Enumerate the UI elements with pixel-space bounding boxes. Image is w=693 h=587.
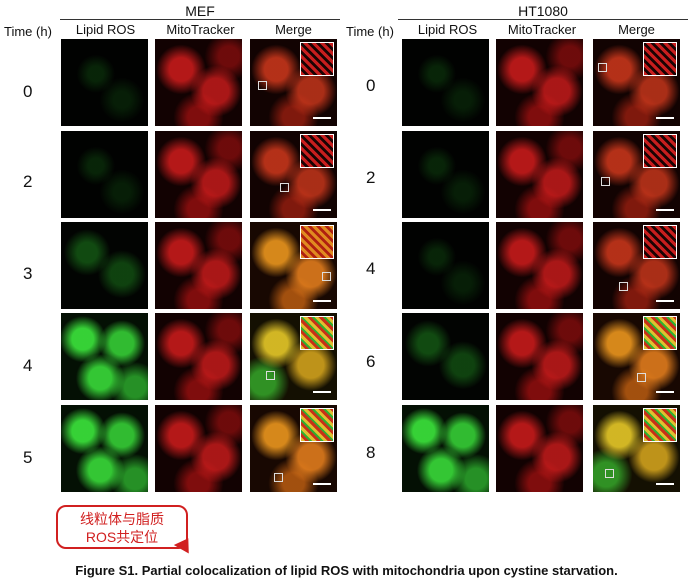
mef-mitotracker-2h <box>155 131 242 218</box>
ht1080-lipid-ros-4h <box>402 222 489 309</box>
mef-time-5: 5 <box>23 448 33 467</box>
zoom-inset <box>300 316 334 350</box>
scale-bar <box>656 117 674 119</box>
scale-bar <box>313 483 331 485</box>
zoom-inset <box>643 316 677 350</box>
ht1080-time-4: 4 <box>366 259 376 278</box>
roi-box <box>619 282 628 291</box>
scale-bar <box>313 209 331 211</box>
roi-box <box>598 63 607 72</box>
zoom-inset <box>300 225 334 259</box>
ht1080-merge-2h <box>593 131 680 218</box>
mef-merge-4h <box>250 313 337 400</box>
mef-time-4: 4 <box>23 356 33 375</box>
zoom-inset <box>643 134 677 168</box>
scale-bar <box>313 391 331 393</box>
mef-mitotracker-5h <box>155 405 242 492</box>
zoom-inset <box>300 134 334 168</box>
mef-lipid-ros-0h <box>61 39 148 126</box>
mef-merge-2h <box>250 131 337 218</box>
zoom-inset <box>643 408 677 442</box>
mef-title-rule <box>60 19 340 20</box>
scale-bar <box>656 483 674 485</box>
ht1080-mitotracker-6h <box>496 313 583 400</box>
ht1080-col-mitotracker: MitoTracker <box>507 22 577 37</box>
figure-caption: Figure S1. Partial colocalization of lip… <box>75 563 618 578</box>
ht1080-col-lipid-ros: Lipid ROS <box>417 22 478 37</box>
ht1080-lipid-ros-8h <box>402 405 489 492</box>
mef-merge-5h <box>250 405 337 492</box>
zoom-inset <box>300 408 334 442</box>
mef-col-mitotracker: MitoTracker <box>166 22 235 37</box>
roi-box <box>601 177 610 186</box>
mef-time-label: Time (h) <box>4 24 52 39</box>
roi-box <box>322 272 331 281</box>
roi-box <box>637 373 646 382</box>
ht1080-time-8: 8 <box>366 443 376 462</box>
mef-mitotracker-0h <box>155 39 242 126</box>
zoom-inset <box>300 42 334 76</box>
roi-box <box>605 469 614 478</box>
scale-bar <box>313 300 331 302</box>
zoom-inset <box>643 42 677 76</box>
ht1080-mitotracker-0h <box>496 39 583 126</box>
mef-lipid-ros-5h <box>61 405 148 492</box>
scale-bar <box>656 209 674 211</box>
mef-merge-3h <box>250 222 337 309</box>
callout-line-2: ROS共定位 <box>85 529 159 545</box>
ht1080-time-0: 0 <box>366 76 376 95</box>
ht1080-time-label: Time (h) <box>346 24 394 39</box>
ht1080-merge-6h <box>593 313 680 400</box>
zoom-inset <box>643 225 677 259</box>
mef-time-2: 2 <box>23 172 33 191</box>
mef-lipid-ros-3h <box>61 222 148 309</box>
scale-bar <box>656 391 674 393</box>
ht1080-lipid-ros-6h <box>402 313 489 400</box>
scale-bar <box>656 300 674 302</box>
mef-time-3: 3 <box>23 264 33 283</box>
mef-title: MEF <box>185 3 215 19</box>
ht1080-mitotracker-4h <box>496 222 583 309</box>
callout-line-1: 线粒体与脂质 <box>80 511 164 527</box>
mef-lipid-ros-2h <box>61 131 148 218</box>
ht1080-title: HT1080 <box>518 3 568 19</box>
ht1080-merge-4h <box>593 222 680 309</box>
ht1080-col-merge: Merge <box>618 22 655 37</box>
mef-time-0: 0 <box>23 82 33 101</box>
ht1080-mitotracker-8h <box>496 405 583 492</box>
ht1080-lipid-ros-0h <box>402 39 489 126</box>
mef-lipid-ros-4h <box>61 313 148 400</box>
mef-merge-0h <box>250 39 337 126</box>
ht1080-mitotracker-2h <box>496 131 583 218</box>
roi-box <box>258 81 267 90</box>
scale-bar <box>313 117 331 119</box>
mef-mitotracker-4h <box>155 313 242 400</box>
mef-col-merge: Merge <box>275 22 312 37</box>
mef-col-lipid-ros: Lipid ROS <box>75 22 136 37</box>
ht1080-time-6: 6 <box>366 352 376 371</box>
roi-box <box>280 183 289 192</box>
annotation-callout: 线粒体与脂质 ROS共定位 <box>56 505 188 549</box>
ht1080-merge-0h <box>593 39 680 126</box>
ht1080-title-rule <box>398 19 688 20</box>
mef-mitotracker-3h <box>155 222 242 309</box>
ht1080-lipid-ros-2h <box>402 131 489 218</box>
ht1080-time-2: 2 <box>366 168 376 187</box>
ht1080-merge-8h <box>593 405 680 492</box>
roi-box <box>266 371 275 380</box>
roi-box <box>274 473 283 482</box>
